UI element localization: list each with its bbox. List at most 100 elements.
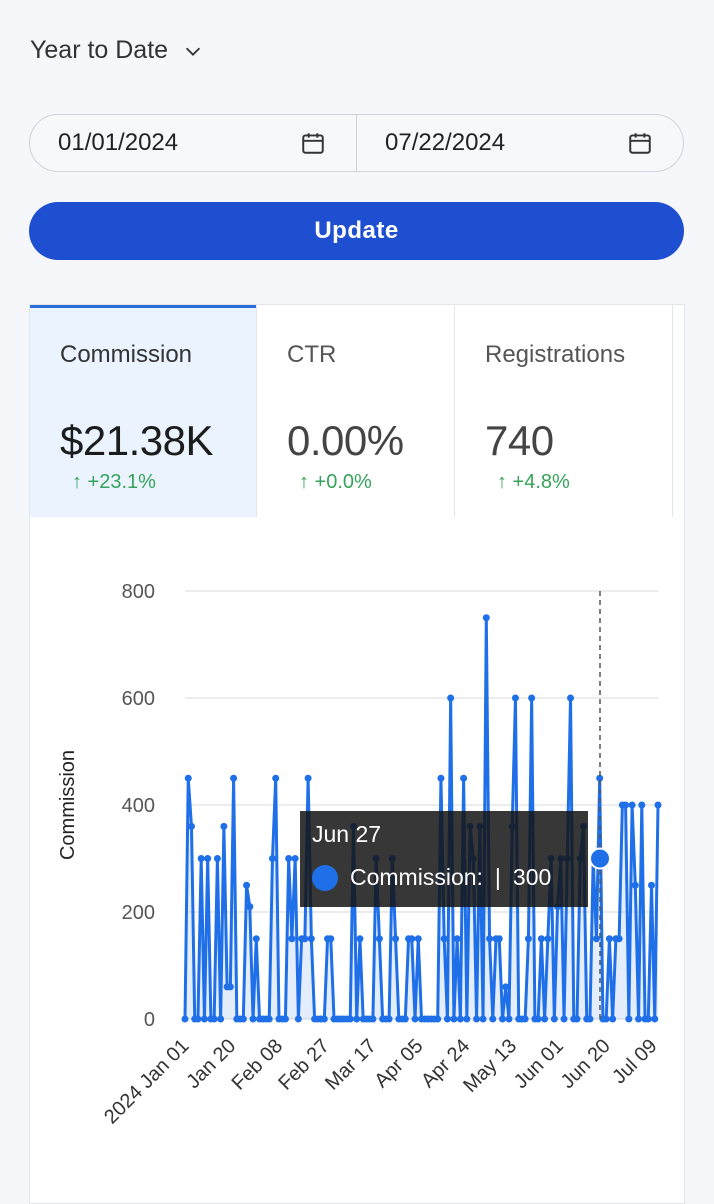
data-point [456, 1015, 464, 1023]
data-point [596, 774, 604, 782]
x-tick-label: Apr 05 [370, 1035, 427, 1092]
y-tick-label: 200 [122, 902, 155, 924]
data-point [654, 801, 662, 809]
data-point [648, 881, 656, 889]
data-point [573, 1015, 581, 1023]
tab-value: 0.00% [287, 417, 404, 464]
data-point [440, 935, 448, 943]
tab-value: $21.38K [60, 417, 213, 464]
data-point [625, 1015, 633, 1023]
date-range-picker: 01/01/2024 07/22/2024 [29, 114, 684, 172]
tooltip-value: 300 [512, 864, 552, 890]
data-point [524, 935, 532, 943]
data-point [541, 1015, 549, 1023]
data-point [635, 1015, 643, 1023]
data-point [414, 935, 422, 943]
data-point [437, 774, 445, 782]
x-tick-label: May 13 [459, 1035, 521, 1097]
tab-label: Commission [60, 341, 193, 368]
data-point [609, 1015, 617, 1023]
y-tick-label: 400 [122, 795, 155, 817]
tab-change: ↑ +23.1% [72, 471, 156, 493]
data-point [479, 1015, 487, 1023]
start-date-field[interactable]: 01/01/2024 [30, 115, 356, 171]
data-point [544, 935, 552, 943]
data-point [511, 694, 519, 702]
data-point [385, 1015, 393, 1023]
start-date-value: 01/01/2024 [58, 129, 179, 156]
tab-change: ↑ +4.8% [497, 471, 570, 493]
data-point [320, 1015, 328, 1023]
data-point [586, 1015, 594, 1023]
data-point [230, 774, 238, 782]
data-point [187, 822, 195, 830]
period-label: Year to Date [30, 36, 169, 64]
y-axis-label: Commission [57, 750, 79, 860]
data-point [560, 1015, 568, 1023]
tab-registrations[interactable]: Registrations 740 ↑ +4.8% [455, 305, 673, 517]
data-point [375, 935, 383, 943]
calendar-icon[interactable] [627, 130, 653, 156]
data-point [453, 935, 461, 943]
data-point [528, 694, 536, 702]
data-point [369, 1015, 377, 1023]
data-point [651, 1015, 659, 1023]
tab-value: 740 [485, 417, 554, 464]
data-point [356, 935, 364, 943]
x-tick-label: Jun 20 [557, 1035, 615, 1093]
x-tick-label: Feb 27 [274, 1035, 334, 1095]
data-point [291, 855, 299, 862]
data-point [301, 935, 309, 943]
metrics-card: Commission $21.38K ↑ +23.1% CTR 0.00% ↑ … [29, 304, 685, 1204]
data-point [447, 694, 455, 702]
data-point [401, 1015, 409, 1023]
end-date-value: 07/22/2024 [385, 129, 506, 156]
end-date-field[interactable]: 07/22/2024 [356, 115, 683, 171]
data-point [200, 1015, 208, 1023]
tab-commission[interactable]: Commission $21.38K ↑ +23.1% [30, 305, 257, 517]
tooltip-separator: | [494, 864, 501, 890]
data-point [537, 935, 545, 943]
data-point [239, 1015, 247, 1023]
tab-ctr[interactable]: CTR 0.00% ↑ +0.0% [257, 305, 455, 517]
data-point [327, 935, 335, 943]
tooltip-series-dot [312, 864, 338, 891]
data-point [534, 1015, 542, 1023]
data-point [486, 935, 494, 943]
data-point [197, 855, 205, 862]
data-point [307, 935, 315, 943]
period-selector[interactable]: Year to Date [30, 36, 204, 65]
data-point [210, 1015, 218, 1023]
data-point [408, 935, 416, 943]
data-point [265, 1015, 273, 1023]
data-point [443, 1015, 451, 1023]
data-point [644, 1015, 652, 1023]
data-point [285, 855, 293, 862]
data-point [638, 801, 646, 809]
data-point [602, 1015, 610, 1023]
data-point [272, 774, 280, 782]
metric-tabs: Commission $21.38K ↑ +23.1% CTR 0.00% ↑ … [30, 305, 684, 517]
calendar-icon[interactable] [300, 130, 326, 156]
tooltip-date: Jun 27 [312, 821, 382, 847]
chevron-down-icon [185, 47, 201, 56]
data-point [495, 935, 503, 943]
x-tick-label: 2024 Jan 01 [100, 1035, 193, 1128]
data-point [489, 1015, 497, 1023]
data-point [226, 983, 234, 991]
data-point [615, 935, 623, 943]
commission-chart[interactable]: 0 200 400 600 800 Commission 2024 Jan 01 Jan 20… [30, 517, 684, 1203]
data-point [411, 1015, 419, 1023]
data-point [181, 1015, 189, 1023]
update-button[interactable]: Update [29, 202, 684, 260]
data-point [246, 903, 254, 911]
data-point [622, 801, 630, 809]
x-tick-label: Jul 09 [608, 1035, 661, 1088]
data-point [288, 935, 296, 943]
tab-change: ↑ +0.0% [299, 471, 372, 493]
x-tick-label: Mar 17 [321, 1035, 381, 1095]
data-point [450, 1015, 458, 1023]
tab-label: CTR [287, 341, 337, 368]
data-point [281, 1015, 289, 1023]
